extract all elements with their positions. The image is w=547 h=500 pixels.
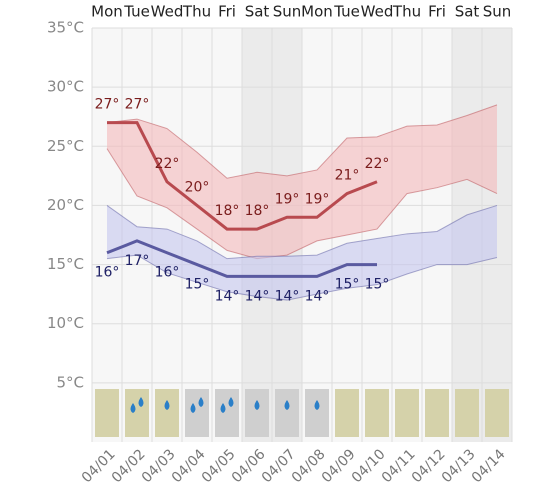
weekday-label: Wed [151,3,184,21]
weekday-label: Thu [392,3,421,21]
x-tick-label: 04/08 [289,446,329,486]
x-tick-label: 04/14 [469,446,509,486]
value-label: 15° [185,277,210,293]
band-lower [106,254,498,301]
band-lower [106,148,498,260]
value-label: 18° [215,203,240,219]
rain-drop [220,403,226,413]
weekday-label: Sun [483,3,512,21]
weather-box [185,389,209,437]
day-column [362,28,392,442]
weather-box [485,389,509,437]
weekday-label: Wed [361,3,394,21]
rain-drop [190,403,196,413]
value-label: 15° [365,277,390,293]
x-tick-label: 04/09 [319,446,359,486]
x-tick-label: 04/05 [199,446,239,486]
temperature-line [107,121,378,231]
weekday-label: Sat [245,3,270,21]
y-tick-label: 10°C [47,314,84,332]
weekday-label: Tue [333,3,360,21]
x-tick-label: 04/11 [379,446,419,486]
weekday-label: Mon [301,3,333,21]
weekday-label: Sat [455,3,480,21]
value-label: 14° [245,288,270,304]
weekday-label: Mon [91,3,123,21]
weather-box [215,389,239,437]
rain-drop [198,397,204,407]
band-upper [106,204,498,260]
value-label: 16° [95,265,120,281]
y-tick-label: 15°C [47,255,84,273]
weekday-label: Tue [123,3,150,21]
value-label: 17° [125,253,150,269]
x-tick-label: 04/10 [349,446,389,486]
value-label: 19° [275,191,300,207]
value-label: 27° [95,97,120,113]
weather-box [125,389,149,437]
weather-box [245,389,269,437]
rain-drop [228,397,234,407]
rain-drop [314,400,320,410]
x-tick-label: 04/04 [169,446,209,486]
x-tick-label: 04/02 [109,446,149,486]
weather-box [275,389,299,437]
rain-drop [284,400,290,410]
value-label: 20° [185,179,210,195]
value-label: 14° [275,288,300,304]
weather-box [155,389,179,437]
y-tick-label: 35°C [47,19,84,37]
value-label: 27° [125,97,150,113]
rain-drop [138,397,144,407]
rain-drop [164,400,170,410]
y-tick-label: 30°C [47,78,84,96]
value-label: 18° [245,203,270,219]
rain-drop [254,400,260,410]
weekday-label: Fri [218,3,236,21]
weather-box [365,389,389,437]
y-tick-label: 20°C [47,196,84,214]
weekday-label: Thu [182,3,211,21]
weather-box [305,389,329,437]
x-tick-label: 04/12 [409,446,449,486]
value-label: 16° [155,265,180,281]
range-band [107,104,497,259]
value-label: 15° [335,277,360,293]
x-tick-label: 04/13 [439,446,479,486]
weather-box [455,389,479,437]
x-tick-label: 04/01 [79,446,119,486]
value-label: 14° [305,288,330,304]
y-tick-label: 25°C [47,137,84,155]
x-tick-label: 04/03 [139,446,179,486]
value-label: 22° [155,156,180,172]
weekday-label: Sun [273,3,302,21]
y-tick-label: 5°C [56,373,84,391]
weather-box [425,389,449,437]
value-label: 21° [335,168,360,184]
rain-drop [130,403,136,413]
weekday-label: Fri [428,3,446,21]
value-label: 19° [305,191,330,207]
value-label: 22° [365,156,390,172]
weather-box [95,389,119,437]
weather-box [395,389,419,437]
temperature-line [106,239,377,278]
value-label: 14° [215,288,240,304]
x-tick-label: 04/06 [229,446,269,486]
band-upper [106,104,498,179]
weather-box [335,389,359,437]
x-tick-label: 04/07 [259,446,299,486]
